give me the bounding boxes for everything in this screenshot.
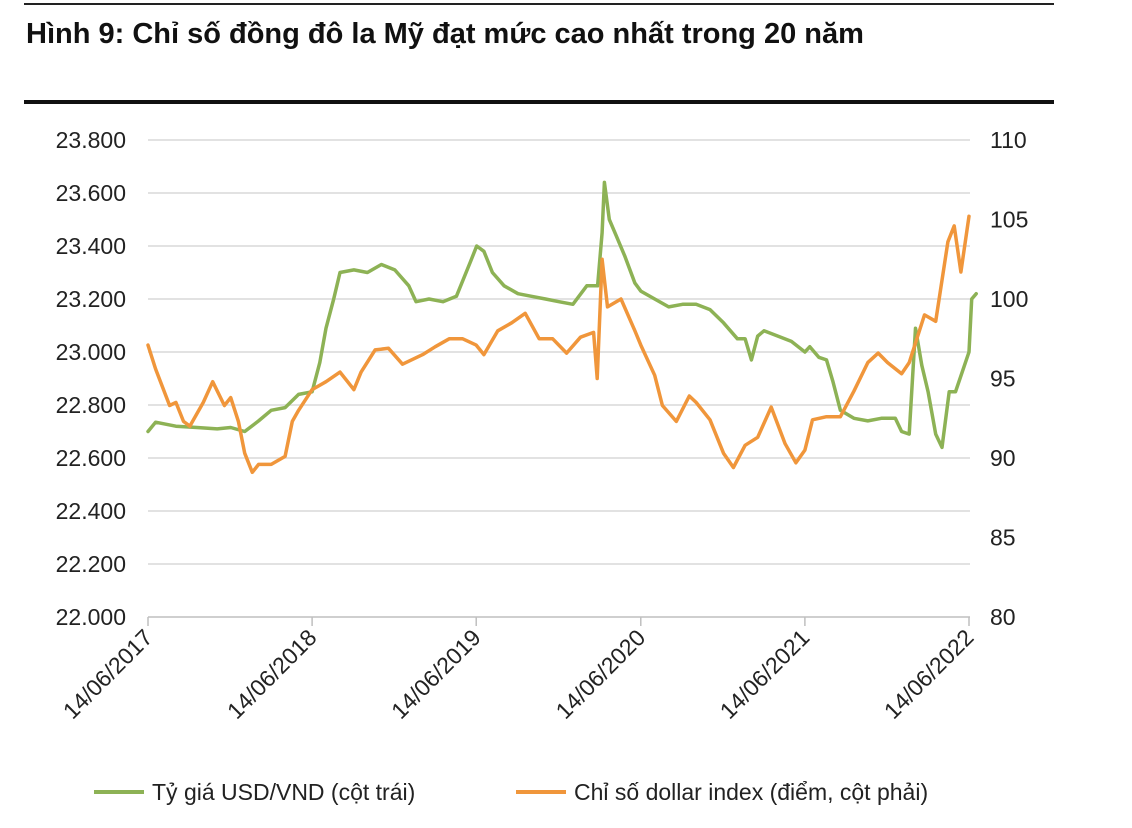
title-underline-rule: [24, 100, 1054, 104]
x-tick-label: 14/06/2017: [58, 624, 158, 724]
x-tick-label: 14/06/2020: [551, 624, 651, 724]
y-left-tick-label: 23.000: [56, 339, 126, 365]
series-lines: [146, 180, 978, 475]
tick-labels: 23.800 23.600 23.400 23.200 23.000 22.800 22.6…: [56, 127, 1029, 724]
chart-title: Hình 9: Chỉ số đồng đô la Mỹ đạt mức cao…: [26, 18, 864, 50]
y-left-tick-label: 23.800: [56, 127, 126, 153]
y-left-tick-label: 22.400: [56, 498, 126, 524]
y-left-tick-label: 23.600: [56, 180, 126, 206]
y-right-tick-label: 85: [990, 525, 1016, 551]
grid-lines: [148, 139, 970, 565]
y-left-tick-label: 23.400: [56, 233, 126, 259]
y-right-tick-label: 95: [990, 366, 1016, 392]
y-right-tick-label: 90: [990, 445, 1016, 471]
y-left-tick-label: 22.000: [56, 604, 126, 630]
x-tick-label: 14/06/2021: [715, 624, 815, 724]
y-left-tick-label: 22.200: [56, 551, 126, 577]
y-left-tick-label: 22.800: [56, 392, 126, 418]
y-right-tick-label: 110: [990, 127, 1027, 153]
y-left-tick-label: 22.600: [56, 445, 126, 471]
legend-label: Tỷ giá USD/VND (cột trái): [152, 779, 415, 805]
top-rule: [24, 3, 1054, 5]
y-right-tick-label: 100: [990, 286, 1028, 312]
usd-vnd-line: [146, 180, 978, 450]
legend-label: Chỉ số dollar index (điểm, cột phải): [574, 779, 928, 805]
y-left-tick-label: 23.200: [56, 286, 126, 312]
axes: [147, 616, 970, 626]
dollar-index-line: [146, 214, 971, 475]
x-tick-label: 14/06/2018: [222, 624, 322, 724]
y-right-tick-label: 105: [990, 207, 1028, 233]
x-tick-label: 14/06/2019: [386, 624, 486, 724]
x-tick-label: 14/06/2022: [879, 624, 979, 724]
legend: Tỷ giá USD/VND (cột trái) Chỉ số dollar i…: [94, 779, 928, 805]
y-right-tick-label: 80: [990, 604, 1016, 630]
